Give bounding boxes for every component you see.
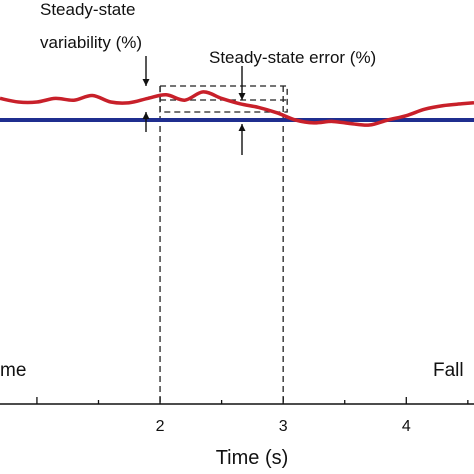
variability-arrow-up-head bbox=[142, 112, 150, 119]
right-region-text: Fall bbox=[433, 360, 464, 381]
variability-annotation-line1: Steady-state bbox=[40, 0, 135, 19]
x-tick-label: 3 bbox=[279, 418, 288, 435]
steady-state-window bbox=[159, 85, 288, 404]
error-annotation: Steady-state error (%) bbox=[209, 48, 376, 67]
variability-annotation-line2: variability (%) bbox=[40, 33, 142, 52]
annotation-arrows bbox=[142, 56, 246, 155]
variability-band bbox=[159, 85, 288, 113]
error-arrow-down-head bbox=[238, 93, 246, 100]
x-ticks: 2 3 4 bbox=[36, 397, 469, 435]
left-region-text: me bbox=[0, 360, 26, 381]
response-curve bbox=[0, 90, 474, 127]
x-tick-label: 2 bbox=[156, 418, 165, 435]
x-axis-label: Time (s) bbox=[216, 447, 289, 469]
x-tick-label: 4 bbox=[402, 418, 411, 435]
variability-arrow-down-head bbox=[142, 79, 150, 86]
error-arrow-up-head bbox=[238, 124, 246, 131]
